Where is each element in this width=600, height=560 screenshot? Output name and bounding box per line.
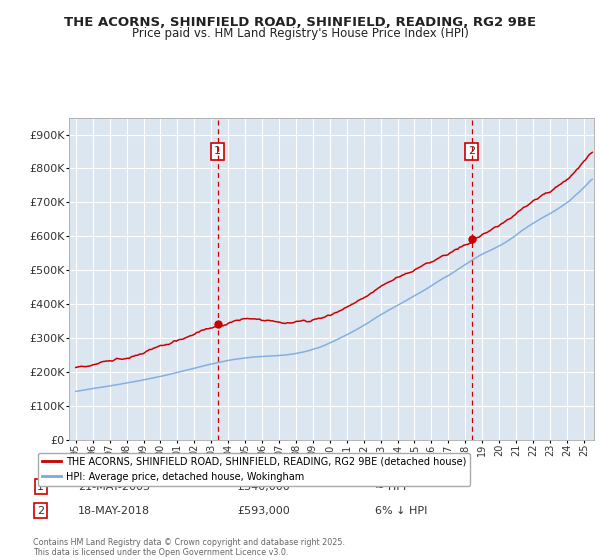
Text: 2: 2 — [468, 146, 475, 156]
Text: 2: 2 — [37, 506, 44, 516]
Text: THE ACORNS, SHINFIELD ROAD, SHINFIELD, READING, RG2 9BE: THE ACORNS, SHINFIELD ROAD, SHINFIELD, R… — [64, 16, 536, 29]
Text: £593,000: £593,000 — [237, 506, 290, 516]
Text: 1: 1 — [214, 146, 221, 156]
Text: 21-MAY-2003: 21-MAY-2003 — [78, 482, 150, 492]
Text: 6% ↓ HPI: 6% ↓ HPI — [375, 506, 427, 516]
Text: Price paid vs. HM Land Registry's House Price Index (HPI): Price paid vs. HM Land Registry's House … — [131, 27, 469, 40]
Text: ≈ HPI: ≈ HPI — [375, 482, 406, 492]
Legend: THE ACORNS, SHINFIELD ROAD, SHINFIELD, READING, RG2 9BE (detached house), HPI: A: THE ACORNS, SHINFIELD ROAD, SHINFIELD, R… — [38, 453, 470, 486]
Text: Contains HM Land Registry data © Crown copyright and database right 2025.
This d: Contains HM Land Registry data © Crown c… — [33, 538, 345, 557]
Text: 18-MAY-2018: 18-MAY-2018 — [78, 506, 150, 516]
Text: 1: 1 — [37, 482, 44, 492]
Text: £340,000: £340,000 — [237, 482, 290, 492]
